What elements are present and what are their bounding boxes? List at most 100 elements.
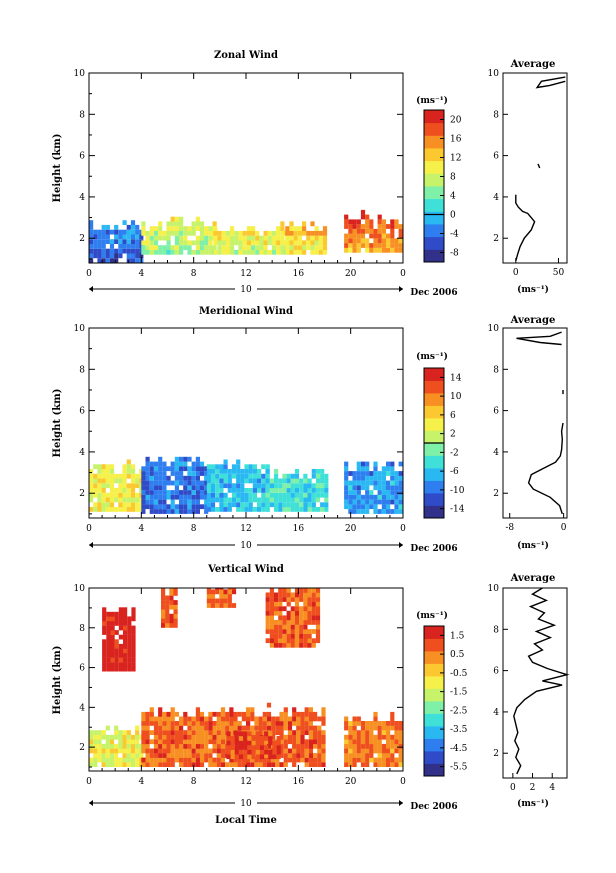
heatmap-cell (199, 226, 205, 231)
heatmap-cell (352, 494, 357, 500)
heatmap-cell (158, 509, 163, 514)
heatmap-cell (122, 743, 127, 749)
heatmap-cell (283, 711, 288, 717)
colorbar-swatch (424, 763, 444, 777)
heatmap-cell (344, 504, 349, 510)
heatmap-cell (110, 648, 115, 654)
heatmap-cell (101, 757, 106, 763)
heatmap-cell (105, 734, 110, 740)
heatmap-cell (126, 748, 131, 754)
heatmap-cell (394, 238, 399, 244)
heatmap-cell (139, 753, 144, 758)
heatmap-cell (227, 483, 232, 489)
heatmap-cell (149, 471, 154, 476)
heatmap-cell (292, 707, 297, 713)
heatmap-cell (97, 734, 102, 740)
heatmap-cell (242, 240, 247, 246)
heatmap-cell (373, 247, 378, 253)
heatmap-cell (206, 492, 211, 498)
heatmap-cell (294, 597, 300, 602)
heatmap-cell (390, 499, 395, 505)
heatmap-cell (216, 716, 221, 722)
colorbar-unit: (ms⁻¹) (416, 610, 448, 621)
heatmap-cell (352, 480, 357, 486)
heatmap-cell (360, 228, 366, 234)
heatmap-cell (131, 630, 136, 635)
heatmap-cell (210, 589, 216, 595)
heatmap-cell (278, 502, 283, 508)
heatmap-cell (89, 743, 94, 749)
heatmap-cell (229, 707, 234, 713)
heatmap-cell (268, 740, 273, 746)
heatmap-cell (365, 743, 370, 749)
heatmap-cell (145, 494, 150, 500)
heatmap-cell (369, 228, 374, 234)
heatmap-cell (286, 473, 291, 479)
heatmap-cell (158, 730, 163, 735)
heatmap-cell (390, 480, 395, 486)
heatmap-cell (158, 480, 163, 486)
heatmap-cell (299, 624, 304, 630)
heatmap-cell (365, 504, 370, 510)
heatmap-cell (238, 749, 244, 755)
heatmap-cell (269, 497, 274, 503)
heatmap-cell (276, 240, 281, 246)
heatmap-cell (255, 240, 260, 246)
heatmap-cell (135, 483, 140, 489)
heatmap-cell (269, 597, 274, 602)
heatmap-cell (173, 600, 178, 605)
heatmap-cell (365, 490, 370, 495)
heatmap-cell (348, 480, 353, 486)
heatmap-cell (204, 499, 209, 505)
heatmap-cell (365, 466, 370, 472)
heatmap-cell (126, 502, 131, 508)
heatmap-cell (149, 249, 154, 255)
heatmap-cell (390, 228, 395, 234)
heatmap-cell (304, 757, 309, 763)
heatmap-cell (303, 620, 308, 625)
profile-title: Average (510, 573, 556, 584)
heatmap-cell (191, 721, 196, 726)
heatmap-cell (114, 762, 119, 767)
heatmap-cell (386, 466, 391, 472)
profile-line (515, 194, 536, 262)
heatmap-cell (97, 739, 102, 745)
heatmap-cell (313, 716, 318, 722)
heatmap-cell (219, 478, 224, 484)
heatmap-cell (139, 478, 144, 484)
heatmap-cell (118, 488, 123, 493)
heatmap-cell (394, 509, 399, 514)
heatmap-cell (290, 610, 295, 616)
heatmap-cell (317, 748, 322, 754)
heatmap-cell (165, 595, 170, 601)
heatmap-cell (285, 249, 290, 255)
heatmap-cell (373, 725, 378, 731)
heatmap-cell (204, 475, 209, 481)
colorbar-tick-label: -4.5 (450, 744, 468, 754)
heatmap-cell (212, 762, 217, 767)
heatmap-cell (131, 657, 136, 663)
heatmap-cell (145, 249, 150, 255)
heatmap-cell (390, 238, 395, 244)
heatmap-cell (215, 464, 220, 470)
heatmap-cell (127, 648, 132, 654)
heatmap-cell (299, 597, 304, 602)
heatmap-cell (254, 716, 259, 722)
heatmap-cell (109, 478, 115, 484)
heatmap-cell (381, 228, 386, 234)
heatmap-cell (101, 488, 106, 493)
heatmap-cell (306, 235, 311, 241)
heatmap-cell (276, 740, 281, 746)
heatmap-cell (89, 469, 94, 474)
heatmap-cell (286, 592, 291, 598)
heatmap-cell (109, 253, 115, 259)
heatmap-cell (225, 721, 230, 726)
heatmap-cell (299, 497, 304, 503)
profile-frame (502, 72, 568, 264)
heatmap-cell (123, 607, 128, 613)
heatmap-cell (381, 243, 386, 248)
colorbar-swatch (424, 638, 444, 652)
heatmap-cell (135, 224, 140, 230)
heatmap-cell (398, 238, 403, 244)
heatmap-cell (244, 473, 249, 479)
